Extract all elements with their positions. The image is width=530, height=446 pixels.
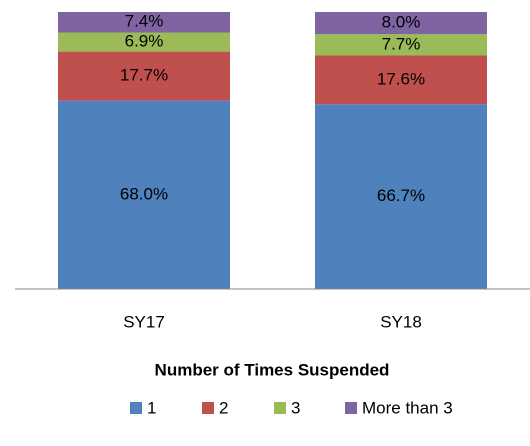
bar-segment xyxy=(315,104,487,289)
data-label: 7.7% xyxy=(382,34,421,53)
data-label: 8.0% xyxy=(382,13,421,32)
x-axis-title: Number of Times Suspended xyxy=(155,360,390,379)
bar-segment xyxy=(58,51,230,101)
legend-swatch xyxy=(130,402,142,414)
bar-segment xyxy=(58,100,230,289)
data-label: 6.9% xyxy=(125,32,164,51)
bar-segment xyxy=(315,55,487,105)
bar-segment xyxy=(58,12,230,33)
x-tick-label: SY17 xyxy=(123,312,165,331)
data-label: 17.6% xyxy=(377,69,425,88)
legend-swatch xyxy=(345,402,357,414)
legend-label: 3 xyxy=(291,398,300,417)
x-tick-label: SY18 xyxy=(380,312,422,331)
bar-segment xyxy=(58,32,230,52)
legend-swatch xyxy=(202,402,214,414)
legend-swatch xyxy=(274,402,286,414)
data-label: 66.7% xyxy=(377,186,425,205)
legend-label: More than 3 xyxy=(362,398,453,417)
data-label: 17.7% xyxy=(120,66,168,85)
bar-segment xyxy=(315,12,487,35)
data-label: 7.4% xyxy=(125,12,164,31)
legend-label: 1 xyxy=(147,398,156,417)
bar-segment xyxy=(315,34,487,56)
legend-label: 2 xyxy=(219,398,228,417)
data-label: 68.0% xyxy=(120,184,168,203)
